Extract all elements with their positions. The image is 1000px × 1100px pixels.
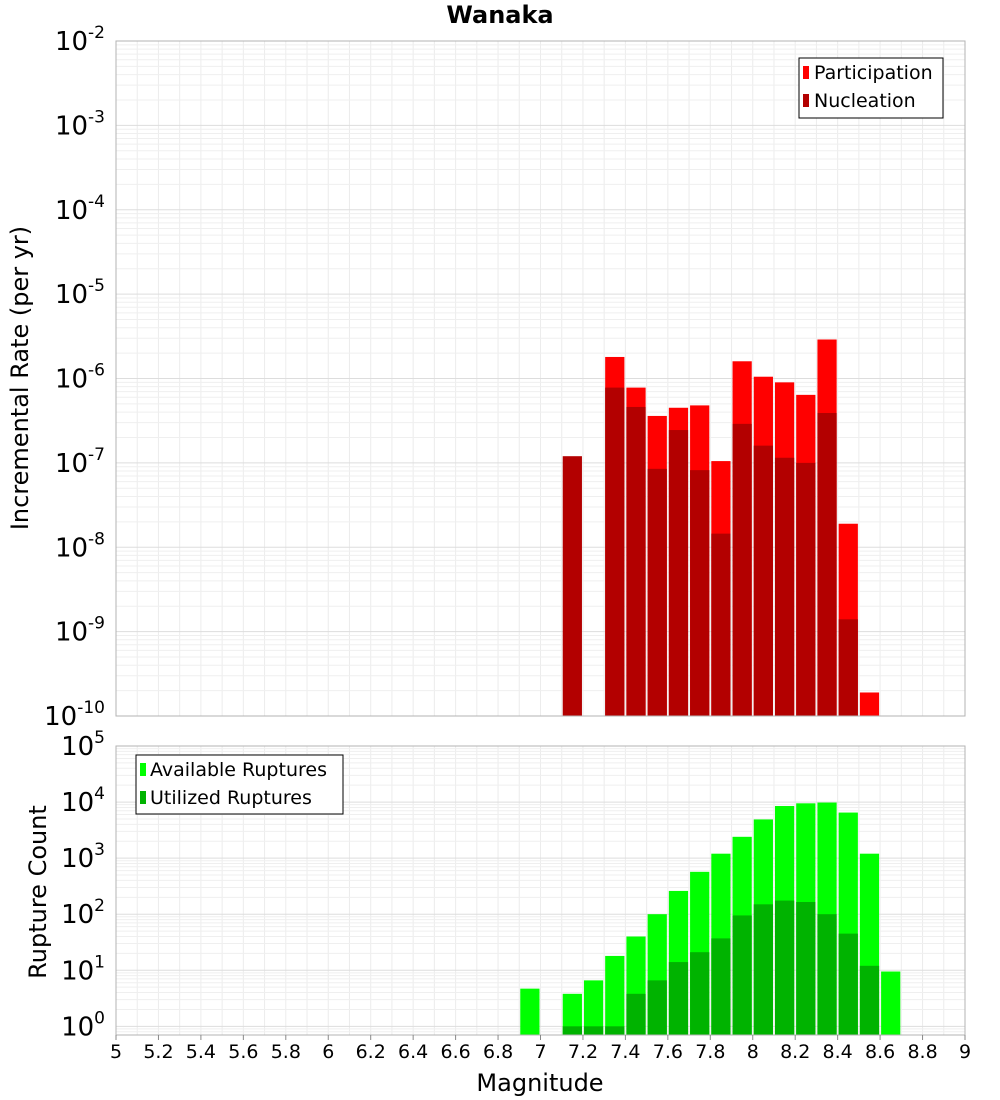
- rate-y-tick-label: 10-6: [55, 361, 105, 395]
- rate-plot-border: [115, 40, 966, 717]
- x-tick-label: 6.6: [440, 1041, 470, 1063]
- count-legend-box: [135, 754, 344, 815]
- rate-y-tick-label: 10-9: [55, 614, 105, 648]
- available-ruptures-bar: [605, 955, 625, 1035]
- count-y-tick-label: 101: [61, 952, 105, 986]
- x-axis-ticks: 5 5.2 5.4 5.6 5.8 6 6.2 6.4 6.6 6.8 7 7.2 7.4 7.6 7.8 8…: [110, 1035, 971, 1063]
- participation-bar: [859, 692, 880, 716]
- x-tick-label: 5: [110, 1041, 122, 1063]
- nucleation-bar: [605, 387, 625, 716]
- available-legend-swatch: [140, 763, 146, 776]
- rate-bars: [562, 339, 880, 716]
- nucleation-bar: [711, 533, 731, 716]
- count-chart-panel: 100 101 102 103 104 105 5 5.2 5.4 5.6 5.8 6 6.2 6.4 6…: [24, 728, 971, 1097]
- x-tick-label: 8.4: [823, 1041, 853, 1063]
- utilized-ruptures-bar: [711, 938, 731, 1035]
- utilized-ruptures-bar: [732, 915, 752, 1035]
- nucleation-bar: [817, 413, 837, 716]
- x-tick-label: 7.6: [653, 1041, 683, 1063]
- rate-legend: Participation Nucleation: [798, 57, 944, 119]
- available-legend-label: Available Ruptures: [150, 759, 327, 781]
- rate-y-tick-label: 10-2: [55, 23, 105, 57]
- nucleation-legend-label: Nucleation: [814, 90, 916, 112]
- utilized-legend-label: Utilized Ruptures: [150, 787, 312, 809]
- participation-legend-label: Participation: [814, 62, 933, 84]
- nucleation-bar: [732, 423, 752, 716]
- utilized-ruptures-bar: [626, 993, 646, 1035]
- count-y-ticks: 100 101 102 103 104 105: [61, 728, 105, 1042]
- count-y-tick-label: 100: [61, 1008, 105, 1042]
- x-tick-label: 6: [322, 1041, 334, 1063]
- nucleation-bar: [668, 430, 689, 716]
- x-tick-label: 7: [534, 1041, 546, 1063]
- x-tick-label: 5.8: [271, 1041, 301, 1063]
- x-tick-label: 5.6: [228, 1041, 258, 1063]
- nucleation-bar: [774, 457, 795, 716]
- x-axis-label: Magnitude: [476, 1069, 603, 1097]
- nucleation-bar: [838, 619, 858, 716]
- x-tick-label: 7.8: [695, 1041, 725, 1063]
- chart-title: Wanaka: [446, 1, 553, 29]
- count-y-axis-label: Rupture Count: [24, 805, 52, 979]
- x-tick-label: 5.2: [143, 1041, 173, 1063]
- nucleation-bar: [690, 470, 710, 716]
- rate-legend-box: [798, 57, 944, 119]
- x-tick-label: 5.4: [186, 1041, 216, 1063]
- nucleation-bar: [626, 406, 646, 716]
- participation-legend-swatch: [803, 66, 809, 79]
- count-y-tick-label: 105: [61, 728, 105, 762]
- nucleation-bar: [796, 462, 816, 716]
- count-y-tick-label: 104: [61, 784, 105, 818]
- count-legend: Available Ruptures Utilized Ruptures: [135, 754, 344, 815]
- rate-y-tick-label: 10-7: [55, 445, 105, 479]
- available-ruptures-bar: [520, 988, 540, 1035]
- rate-y-axis-label: Incremental Rate (per yr): [6, 226, 34, 530]
- rate-y-tick-label: 10-4: [55, 192, 105, 226]
- utilized-ruptures-bar: [583, 1026, 604, 1035]
- rate-y-tick-label: 10-8: [55, 529, 105, 563]
- rate-y-tick-label: 10-10: [44, 698, 105, 732]
- x-tick-label: 7.4: [610, 1041, 640, 1063]
- utilized-ruptures-bar: [774, 900, 795, 1035]
- count-y-tick-label: 103: [61, 840, 105, 874]
- rate-y-ticks: 10-10 10-9 10-8 10-7 10-6 10-5 10-4 10-3 10-2: [44, 23, 105, 732]
- utilized-ruptures-bar: [647, 980, 667, 1035]
- rate-chart-panel: 10-10 10-9 10-8 10-7 10-6 10-5 10-4 10-3 10-2 In…: [6, 23, 966, 732]
- rate-y-tick-label: 10-5: [55, 276, 105, 310]
- x-tick-label: 6.2: [356, 1041, 386, 1063]
- utilized-ruptures-bar: [690, 952, 710, 1035]
- utilized-legend-swatch: [140, 791, 146, 804]
- utilized-ruptures-bar: [562, 1026, 582, 1035]
- utilized-ruptures-bar: [838, 933, 858, 1035]
- utilized-ruptures-bar: [796, 901, 816, 1035]
- available-ruptures-bar: [881, 971, 901, 1035]
- utilized-ruptures-bar: [605, 1026, 625, 1035]
- rate-grid: [115, 40, 966, 717]
- nucleation-bar: [753, 445, 773, 716]
- x-tick-label: 8: [747, 1041, 759, 1063]
- nucleation-bar: [647, 468, 667, 716]
- x-tick-label: 8.6: [865, 1041, 895, 1063]
- utilized-ruptures-bar: [753, 904, 773, 1035]
- nucleation-legend-swatch: [803, 94, 809, 107]
- utilized-ruptures-bar: [817, 914, 837, 1035]
- x-tick-label: 6.4: [398, 1041, 428, 1063]
- count-bars: [520, 802, 901, 1035]
- utilized-ruptures-bar: [859, 965, 880, 1035]
- x-tick-label: 7.2: [568, 1041, 598, 1063]
- x-tick-label: 6.8: [483, 1041, 513, 1063]
- x-tick-label: 8.8: [907, 1041, 937, 1063]
- count-y-tick-label: 102: [61, 896, 105, 930]
- x-tick-label: 9: [959, 1041, 971, 1063]
- rate-y-tick-label: 10-3: [55, 107, 105, 141]
- nucleation-bar: [562, 456, 582, 716]
- available-ruptures-bar: [562, 993, 582, 1035]
- utilized-ruptures-bar: [668, 962, 689, 1035]
- available-ruptures-bar: [583, 980, 604, 1035]
- x-tick-label: 8.2: [780, 1041, 810, 1063]
